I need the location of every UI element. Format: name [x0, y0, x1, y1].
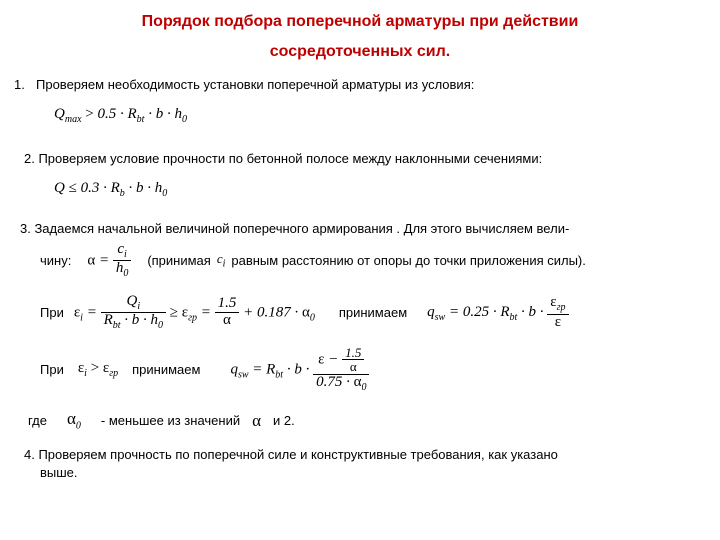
ci-symbol: ci [217, 251, 226, 270]
step-4-line-b: выше. [14, 465, 706, 480]
alpha0-symbol: α0 [67, 409, 81, 431]
case-2-take: принимаем [132, 362, 200, 377]
where-text: - меньшее из значений [101, 413, 240, 428]
step-1-number: 1. [14, 76, 30, 94]
formula-qsw2: qsw = Rbt · b · ε − 1.5 α 0.75 · α0 [230, 346, 369, 394]
case-2: При εi > εгр принимаем qsw = Rbt · b · ε… [14, 346, 706, 394]
title-line2: сосредоточенных сил. [14, 40, 706, 64]
case-1-take: принимаем [339, 305, 407, 320]
step-3-chinu: чину: [40, 253, 71, 268]
alpha-symbol: α [252, 411, 261, 431]
formula-alpha: α = ci h0 [87, 242, 131, 280]
step-3-line-a: 3. Задаемся начальной величиной поперечн… [14, 220, 706, 238]
formula-ei: εi = Qi Rbt · b · h0 ≥ εгр = 1.5 α + 0.1… [74, 294, 315, 332]
step-3-text-d: равным расстоянию от опоры до точки прил… [231, 253, 586, 268]
case-1: При εi = Qi Rbt · b · h0 ≥ εгр = 1.5 α +… [14, 294, 706, 332]
formula-qsw1: qsw = 0.25 · Rbt · b · εгр ε [427, 295, 568, 330]
where-and2: и 2. [273, 413, 295, 428]
case-1-pri: При [40, 305, 64, 320]
title-line1: Порядок подбора поперечной арматуры при … [14, 10, 706, 34]
formula-ei-gt: εi > εгр [78, 360, 118, 379]
where-label: где [28, 413, 47, 428]
step-4-line-a: 4. Проверяем прочность по поперечной сил… [14, 446, 706, 464]
step-3-line-b: чину: α = ci h0 (принимая ci равным расс… [14, 242, 706, 280]
formula-1: Qmax > 0.5 · Rbt · b · h0 [14, 104, 706, 127]
case-2-pri: При [40, 362, 64, 377]
step-2-text: 2. Проверяем условие прочности по бетонн… [14, 150, 706, 168]
formula-2: Q ≤ 0.3 · Rb · b · h0 [14, 178, 706, 201]
where-line: где α0 - меньшее из значений α и 2. [14, 409, 706, 431]
step-3-text-c: (принимая [147, 253, 211, 268]
step-1: 1. Проверяем необходимость установки поп… [14, 76, 706, 94]
step-1-text: Проверяем необходимость установки попере… [36, 76, 474, 94]
